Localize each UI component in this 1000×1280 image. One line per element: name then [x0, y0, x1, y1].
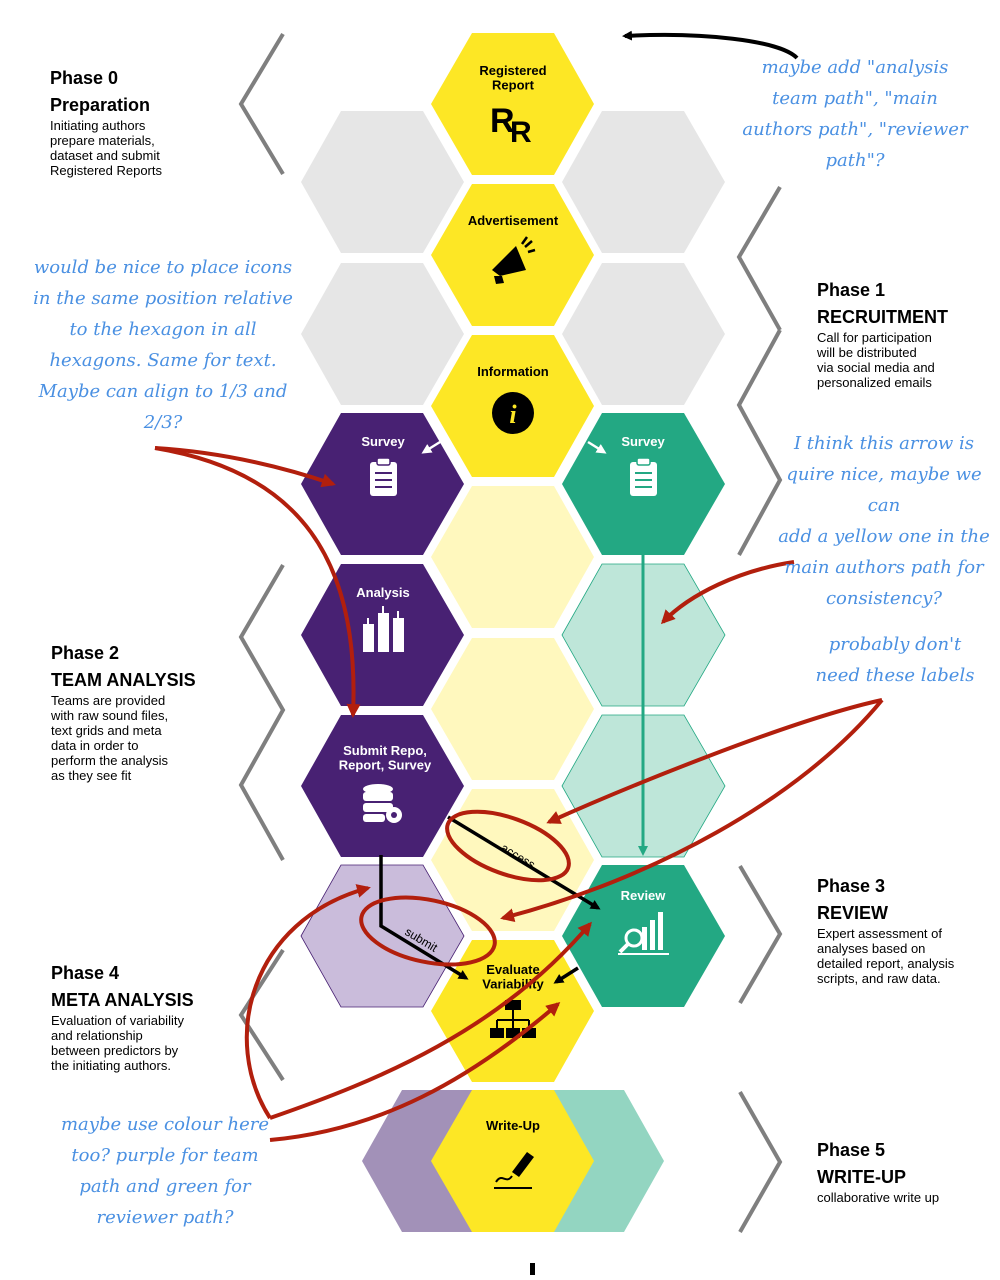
survey-review-label: Survey [621, 434, 665, 449]
phase-3-desc: Expert assessment of analyses based on det… [817, 926, 955, 986]
note-icon-alignment: would be nice to place icons in the same … [33, 257, 293, 433]
information-label: Information [477, 364, 549, 379]
phase-4-bracket [238, 948, 285, 1082]
phase-1-title: RECRUITMENT [817, 307, 948, 327]
magnifier-chart-icon [618, 912, 669, 955]
submit-label: Submit Repo, Report, Survey [339, 743, 432, 772]
phase-2-desc: Teams are provided with raw sound files, t… [51, 693, 169, 783]
analysis-label: Analysis [356, 585, 409, 600]
red-arrow-to-survey-icon [154, 446, 336, 488]
phase-3-bracket [738, 864, 783, 1005]
hex-grey [562, 263, 725, 405]
phase-0-bracket [238, 32, 285, 176]
phase-5-block: Phase 5 WRITE-UP collaborative write up [817, 1139, 939, 1205]
phase-5-number: Phase 5 [817, 1140, 886, 1160]
phase-3-title: REVIEW [817, 903, 889, 923]
phase-1-desc: Call for participation will be distribute… [817, 330, 935, 390]
phase-1-bracket-upper [736, 185, 782, 331]
review-annotations [154, 30, 884, 1142]
phase-4-number: Phase 4 [51, 963, 120, 983]
phase-5-desc: collaborative write up [817, 1190, 940, 1205]
phase-4-block: Phase 4 META ANALYSIS Evaluation of vari… [51, 962, 194, 1073]
info-icon: i [492, 392, 534, 434]
megaphone-icon [492, 236, 536, 284]
access-label-circle [445, 809, 571, 883]
hexagon-labels: Registered Report Advertisement Informati… [339, 63, 667, 1133]
clipboard-icon [630, 457, 657, 496]
red-arrow-to-evaluate [269, 1002, 561, 1142]
white-arrow-to-team-survey [421, 440, 441, 454]
note-labels: probably don't need these labels [815, 634, 975, 686]
review-label: Review [621, 888, 667, 903]
evaluate-label: Evaluate Variability [482, 962, 544, 991]
advertisement-label: Advertisement [468, 213, 559, 228]
hex-registered-report [431, 33, 594, 175]
phase-4-title: META ANALYSIS [51, 990, 194, 1010]
phase-4-desc: Evaluation of variability and relationshi… [51, 1013, 184, 1073]
submit-label-circle [359, 895, 497, 967]
black-arrow-to-top [622, 30, 799, 60]
phase-2-title: TEAM ANALYSIS [51, 670, 196, 690]
hex-writeup [431, 1090, 594, 1232]
icons: R R i [363, 102, 669, 1189]
note-arrow-consistency: I think this arrow is quire nice, maybe w… [778, 433, 990, 609]
red-arrow-to-submit [154, 446, 361, 718]
red-arrow-to-purple-hex [244, 884, 371, 1120]
phase-5-bracket [738, 1091, 783, 1233]
phase-1-bracket-lower [736, 329, 783, 556]
signature-pen-icon [494, 1152, 534, 1189]
red-arrow-to-review-hex [269, 921, 592, 1120]
flow-arrows: access submit [379, 440, 648, 984]
survey-team-label: Survey [361, 434, 405, 449]
phase-brackets [238, 32, 783, 1233]
writeup-label: Write-Up [486, 1118, 540, 1133]
note-paths: maybe add "analysis team path", "main auth… [742, 57, 968, 171]
hex-grey [562, 111, 725, 253]
hex-light-yellow [431, 486, 594, 628]
svg-text:R: R [510, 116, 532, 149]
phase-1-block: Phase 1 RECRUITMENT Call for participati… [817, 279, 948, 390]
white-arrow-to-review-survey [587, 440, 607, 454]
access-arrow [447, 815, 601, 910]
phase-3-block: Phase 3 REVIEW Expert assessment of analy… [817, 875, 954, 986]
phase-2-number: Phase 2 [51, 643, 120, 663]
phase-1-number: Phase 1 [817, 280, 886, 300]
phase-0-number: Phase 0 [50, 68, 119, 88]
note-colour: maybe use colour here too? purple for tea… [60, 1114, 269, 1228]
hex-grey [301, 263, 464, 405]
phase-0-desc: Initiating authors prepare materials, data… [50, 118, 162, 178]
svg-text:i: i [509, 400, 517, 429]
hexagon-grid [300, 33, 726, 1232]
rr-logo-icon: R R [490, 102, 532, 149]
phase-3-number: Phase 3 [817, 876, 886, 896]
phase-5-title: WRITE-UP [817, 1167, 906, 1187]
hex-light-yellow [431, 789, 594, 931]
bar-chart-icon [363, 606, 404, 652]
database-gear-icon [363, 784, 402, 823]
registered-report-label: Registered Report [479, 63, 546, 92]
bottom-mark [530, 1263, 535, 1275]
clipboard-icon [370, 457, 397, 496]
phase-0-title: Preparation [50, 95, 151, 115]
review-to-evaluate-arrow [553, 966, 579, 984]
red-arrow-to-green-line [660, 560, 795, 625]
phase-0-block: Phase 0 Preparation Initiating authors pr… [50, 67, 162, 178]
red-arrow-to-access-circle [546, 698, 883, 824]
svg-text:R: R [490, 102, 515, 140]
red-arrow-to-submit-circle [500, 698, 884, 923]
submit-arrow [379, 855, 469, 980]
hex-light-yellow [431, 638, 594, 780]
org-chart-icon [490, 1000, 536, 1038]
hex-grey [301, 111, 464, 253]
phase-2-block: Phase 2 TEAM ANALYSIS Teams are provided… [51, 642, 196, 783]
phase-2-bracket [238, 563, 286, 861]
